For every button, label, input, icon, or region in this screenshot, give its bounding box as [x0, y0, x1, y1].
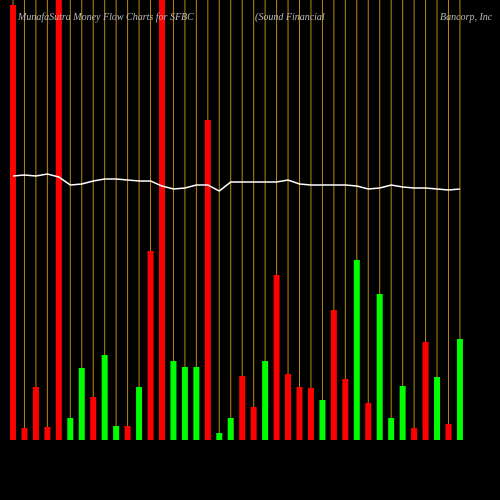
- bar: [136, 387, 143, 440]
- price-line: [12, 173, 461, 192]
- bar: [124, 426, 131, 440]
- bar: [55, 0, 62, 440]
- bar: [262, 361, 269, 440]
- chart-title: MunafaSutra Money Flow Charts for SFBC: [17, 12, 194, 23]
- chart-title: (Sound Financial: [255, 12, 325, 23]
- bar: [158, 0, 165, 440]
- bar: [342, 379, 349, 440]
- bar: [170, 361, 177, 440]
- bar: [273, 275, 280, 440]
- bar: [445, 424, 452, 440]
- bar: [216, 433, 223, 440]
- bar: [113, 426, 120, 440]
- bar: [147, 251, 154, 440]
- bar: [330, 310, 337, 440]
- chart-title: Bancorp, Inc: [440, 12, 493, 23]
- bar: [227, 418, 234, 440]
- bar: [376, 294, 383, 440]
- bar: [44, 427, 51, 440]
- bar: [239, 376, 246, 440]
- bar: [32, 387, 39, 440]
- bar: [90, 397, 97, 440]
- bar: [181, 367, 188, 440]
- bar: [399, 386, 406, 440]
- bar: [21, 428, 28, 440]
- bar: [307, 388, 314, 440]
- bar: [78, 368, 85, 440]
- bar: [353, 260, 360, 440]
- bar: [434, 377, 441, 440]
- bar: [101, 355, 108, 440]
- bar: [285, 374, 292, 440]
- bar: [456, 339, 463, 440]
- bar: [422, 342, 429, 440]
- bar: [296, 387, 303, 440]
- bar: [10, 5, 16, 440]
- bar: [411, 428, 418, 440]
- bar: [250, 407, 257, 440]
- bar: [204, 120, 211, 440]
- bar: [193, 367, 200, 440]
- bar: [319, 400, 326, 440]
- bar: [388, 418, 395, 440]
- bar: [365, 403, 372, 440]
- bar: [67, 418, 74, 440]
